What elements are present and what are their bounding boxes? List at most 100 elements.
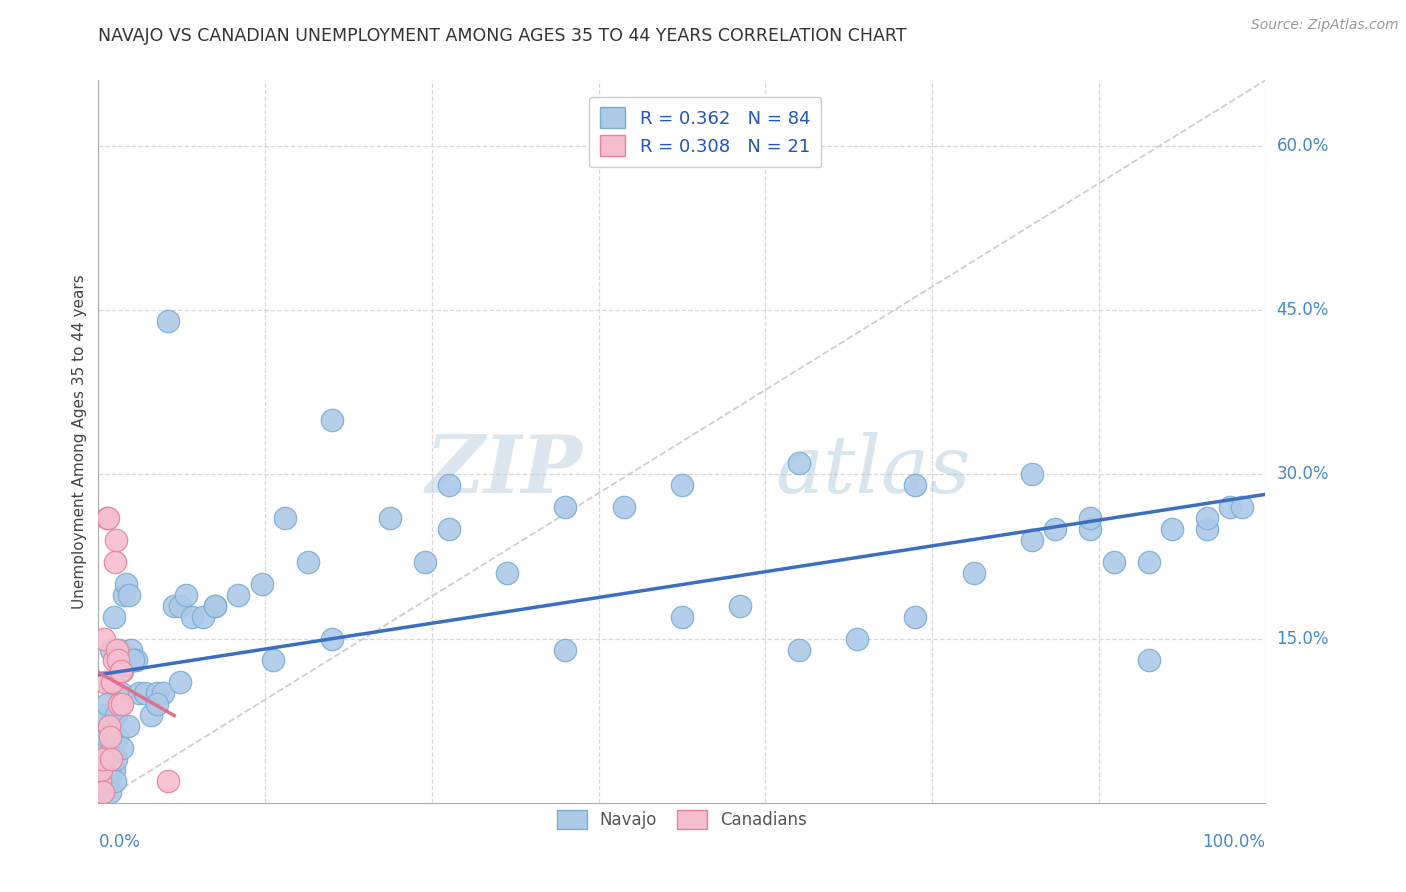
Point bbox=[671, 609, 693, 624]
Point bbox=[97, 763, 120, 777]
Point bbox=[104, 533, 127, 547]
Point bbox=[91, 752, 114, 766]
Point bbox=[157, 773, 180, 788]
Point bbox=[101, 741, 124, 756]
Point bbox=[100, 752, 122, 766]
Point bbox=[111, 698, 134, 712]
Point bbox=[122, 653, 145, 667]
Point bbox=[152, 686, 174, 700]
Point bbox=[204, 599, 226, 613]
Point bbox=[107, 653, 129, 667]
Point bbox=[97, 511, 120, 525]
Point bbox=[101, 675, 124, 690]
Point bbox=[96, 730, 118, 744]
Point bbox=[107, 653, 129, 667]
Point bbox=[380, 511, 402, 525]
Point bbox=[93, 708, 115, 723]
Point bbox=[1045, 522, 1067, 536]
Point bbox=[671, 478, 693, 492]
Point bbox=[262, 653, 284, 667]
Point bbox=[110, 686, 132, 700]
Point bbox=[1230, 500, 1253, 515]
Point bbox=[1080, 511, 1102, 525]
Point bbox=[321, 412, 343, 426]
Point bbox=[104, 773, 127, 788]
Point bbox=[1080, 522, 1102, 536]
Point bbox=[90, 752, 112, 766]
Point bbox=[98, 785, 121, 799]
Point bbox=[108, 698, 131, 712]
Point bbox=[105, 642, 128, 657]
Point bbox=[1137, 555, 1160, 569]
Point bbox=[111, 665, 134, 679]
Point bbox=[125, 653, 148, 667]
Point bbox=[96, 511, 118, 525]
Point bbox=[1102, 555, 1125, 569]
Point bbox=[437, 522, 460, 536]
Point bbox=[97, 719, 120, 733]
Point bbox=[93, 785, 115, 799]
Point bbox=[146, 686, 169, 700]
Point bbox=[104, 752, 127, 766]
Point bbox=[100, 642, 122, 657]
Point bbox=[1161, 522, 1184, 536]
Point bbox=[97, 773, 120, 788]
Point bbox=[904, 478, 927, 492]
Point bbox=[297, 555, 319, 569]
Text: 30.0%: 30.0% bbox=[1277, 466, 1329, 483]
Point bbox=[274, 511, 297, 525]
Point bbox=[193, 609, 215, 624]
Point bbox=[730, 599, 752, 613]
Point bbox=[89, 773, 111, 788]
Point bbox=[134, 686, 156, 700]
Point bbox=[90, 773, 112, 788]
Point bbox=[180, 609, 202, 624]
Point bbox=[787, 457, 810, 471]
Point bbox=[169, 599, 191, 613]
Point bbox=[93, 632, 115, 646]
Point bbox=[228, 588, 250, 602]
Text: NAVAJO VS CANADIAN UNEMPLOYMENT AMONG AGES 35 TO 44 YEARS CORRELATION CHART: NAVAJO VS CANADIAN UNEMPLOYMENT AMONG AG… bbox=[98, 27, 907, 45]
Point bbox=[108, 642, 131, 657]
Point bbox=[94, 741, 117, 756]
Legend: Navajo, Canadians: Navajo, Canadians bbox=[548, 802, 815, 838]
Point bbox=[613, 500, 636, 515]
Text: 15.0%: 15.0% bbox=[1277, 630, 1329, 648]
Point bbox=[962, 566, 984, 580]
Point bbox=[112, 588, 135, 602]
Point bbox=[103, 609, 125, 624]
Point bbox=[554, 500, 576, 515]
Point bbox=[1137, 653, 1160, 667]
Point bbox=[115, 577, 138, 591]
Point bbox=[103, 653, 125, 667]
Point bbox=[122, 653, 145, 667]
Point bbox=[1195, 511, 1218, 525]
Point bbox=[437, 478, 460, 492]
Point bbox=[413, 555, 436, 569]
Text: 60.0%: 60.0% bbox=[1277, 137, 1329, 155]
Point bbox=[321, 632, 343, 646]
Point bbox=[146, 698, 169, 712]
Point bbox=[103, 763, 125, 777]
Point bbox=[118, 588, 141, 602]
Point bbox=[1021, 467, 1043, 482]
Point bbox=[110, 665, 132, 679]
Point bbox=[169, 675, 191, 690]
Point bbox=[250, 577, 273, 591]
Point bbox=[117, 719, 139, 733]
Point bbox=[104, 708, 127, 723]
Point bbox=[90, 763, 112, 777]
Text: 0.0%: 0.0% bbox=[98, 833, 141, 851]
Point bbox=[554, 642, 576, 657]
Point bbox=[139, 708, 162, 723]
Point bbox=[105, 730, 128, 744]
Text: Source: ZipAtlas.com: Source: ZipAtlas.com bbox=[1251, 18, 1399, 32]
Point bbox=[120, 642, 142, 657]
Point bbox=[111, 741, 134, 756]
Point bbox=[174, 588, 197, 602]
Point bbox=[787, 642, 810, 657]
Point bbox=[1219, 500, 1241, 515]
Point bbox=[98, 730, 121, 744]
Y-axis label: Unemployment Among Ages 35 to 44 years: Unemployment Among Ages 35 to 44 years bbox=[72, 274, 87, 609]
Text: 45.0%: 45.0% bbox=[1277, 301, 1329, 319]
